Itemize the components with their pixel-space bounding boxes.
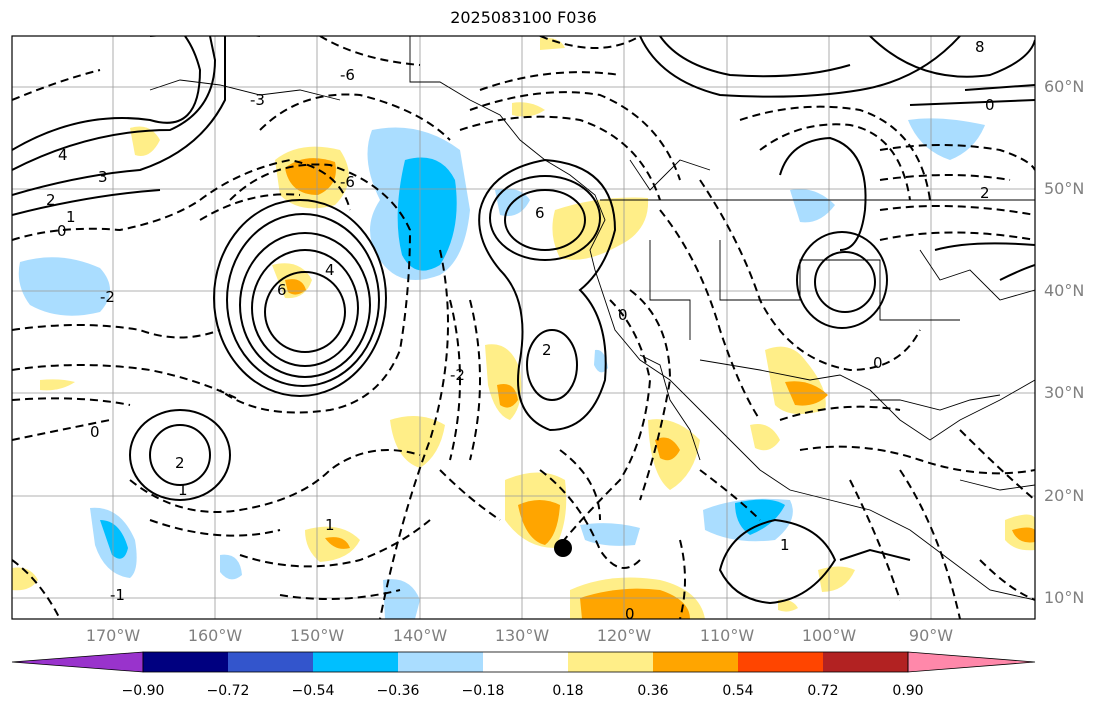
colorbar-segment	[483, 652, 568, 672]
colorbar	[11, 651, 1036, 673]
lon-tick-label: 170°W	[85, 626, 141, 645]
station-marker	[554, 539, 572, 557]
contour-label: 1	[325, 516, 335, 534]
contour-label: 0	[873, 354, 883, 372]
lat-tick-label: 60°N	[1044, 77, 1085, 96]
contour-label: 8	[975, 38, 985, 56]
lon-tick-label: 100°W	[801, 626, 857, 645]
colorbar-segment	[568, 652, 653, 672]
colorbar-tick-label: 0.72	[807, 683, 839, 699]
contour-label: -6	[340, 173, 355, 191]
lon-tick-label: 120°W	[596, 626, 652, 645]
plot-title: 2025083100 F036	[450, 8, 597, 27]
colorbar-tick-label: −0.36	[376, 683, 420, 699]
colorbar-tick-label: 0.90	[892, 683, 924, 699]
lon-tick-label: 90°W	[908, 626, 954, 645]
contour-label: 1	[178, 481, 188, 499]
colorbar-segment	[398, 652, 483, 672]
colorbar-tick-label: 0.36	[637, 683, 669, 699]
contour-label: 0	[618, 306, 628, 324]
contour-label: 1	[780, 536, 790, 554]
contour-label: -6	[340, 66, 355, 84]
positive-shading	[12, 37, 1035, 619]
solid-contours	[12, 36, 1035, 605]
colorbar-tick-label: −0.72	[206, 683, 250, 699]
contour-labels: -6 4 3 2 1 0 6 4 -2 0 2 1 6 2 0 0 2 8 1 …	[46, 38, 995, 623]
colorbar-max-extension	[907, 651, 1036, 673]
colorbar-segment	[228, 652, 313, 672]
contour-label: -1	[110, 586, 125, 604]
lat-tick-label: 30°N	[1044, 383, 1085, 402]
contour-label: 6	[535, 204, 545, 222]
contour-label: -3	[250, 91, 265, 109]
colorbar-tick-label: 0.18	[552, 683, 584, 699]
colorbar-segment	[823, 652, 908, 672]
contour-label: 2	[980, 184, 990, 202]
contour-label: 1	[66, 208, 76, 226]
contour-label: 2	[542, 341, 552, 359]
colorbar-segment	[143, 652, 228, 672]
contour-label: 4	[58, 146, 68, 164]
lon-tick-label: 150°W	[289, 626, 345, 645]
contour-label: 2	[46, 191, 56, 209]
negative-shading	[18, 118, 985, 619]
colorbar-tick-label: −0.54	[291, 683, 335, 699]
colorbar-tick-label: 0.54	[722, 683, 754, 699]
colorbar-tick-label: −0.18	[461, 683, 505, 699]
contour-label: 0	[625, 605, 635, 623]
dashed-contours	[12, 36, 1035, 619]
lat-tick-label: 20°N	[1044, 486, 1085, 505]
contour-label: -2	[100, 288, 115, 306]
contour-label: 3	[98, 168, 108, 186]
colorbar-min-extension	[11, 651, 144, 673]
lon-tick-label: 110°W	[699, 626, 755, 645]
contour-label: -2	[450, 366, 465, 384]
contour-label: 4	[325, 261, 335, 279]
gridlines	[12, 36, 1035, 619]
lon-tick-label: 140°W	[392, 626, 448, 645]
contour-label: 2	[175, 454, 185, 472]
lat-tick-label: 40°N	[1044, 281, 1085, 300]
colorbar-tick-label: −0.90	[121, 683, 165, 699]
colorbar-segment	[738, 652, 823, 672]
contour-label: 6	[277, 281, 287, 299]
lat-tick-label: 10°N	[1044, 588, 1085, 607]
contour-label: 0	[57, 222, 67, 240]
colorbar-segment	[313, 652, 398, 672]
contour-label: 0	[985, 96, 995, 114]
lat-tick-label: 50°N	[1044, 179, 1085, 198]
colorbar-segment	[653, 652, 738, 672]
contour-label: 0	[90, 423, 100, 441]
lon-tick-label: 130°W	[494, 626, 550, 645]
lon-tick-label: 160°W	[187, 626, 243, 645]
